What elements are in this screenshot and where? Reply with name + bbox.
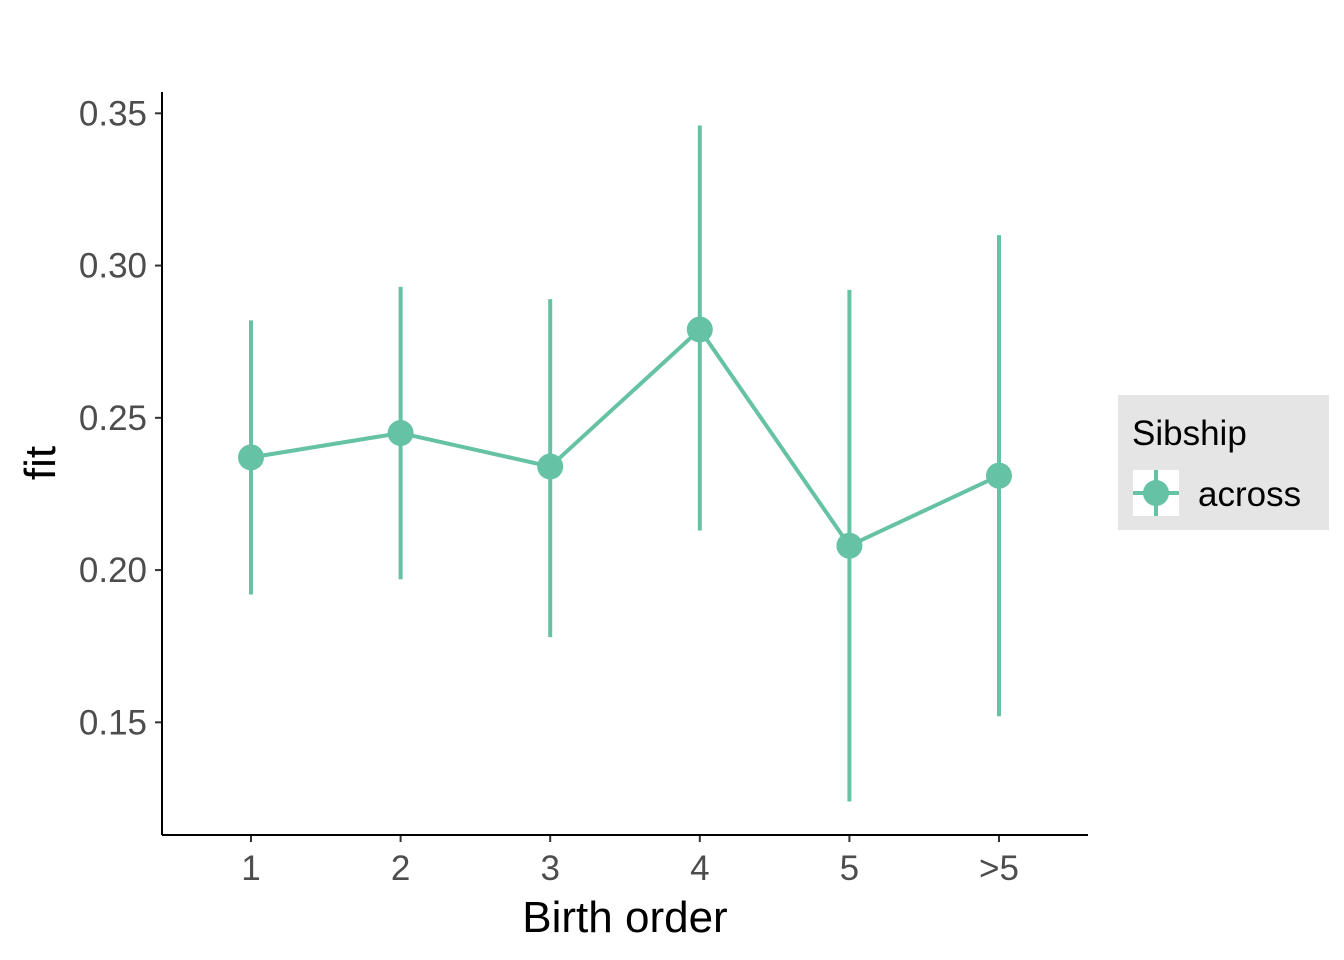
- x-tick-label: 3: [540, 849, 559, 888]
- data-point: [238, 444, 264, 471]
- y-axis-title: fit: [16, 446, 65, 480]
- y-tick-label: 0.35: [79, 94, 147, 133]
- y-axis-ticks: 0.15 0.20 0.25 0.30 0.35: [79, 94, 162, 742]
- data-point: [686, 316, 713, 343]
- legend-key-point: [1143, 480, 1169, 506]
- series-layer: [238, 125, 1012, 802]
- legend-title: Sibship: [1132, 414, 1247, 453]
- data-point: [387, 420, 414, 447]
- y-tick-label: 0.15: [79, 703, 147, 742]
- legend-label-across: across: [1198, 475, 1301, 514]
- x-tick-label: 4: [690, 849, 709, 888]
- data-point: [836, 532, 863, 559]
- y-tick-label: 0.30: [79, 247, 147, 286]
- series-line: [250, 327, 1000, 548]
- x-tick-label: 1: [241, 849, 260, 888]
- data-point: [537, 453, 564, 480]
- legend: Sibship across: [1118, 395, 1329, 530]
- x-axis-ticks: 1 2 3 4 5 >5: [241, 835, 1019, 888]
- x-axis-title: Birth order: [522, 893, 727, 942]
- x-tick-label: 2: [391, 849, 410, 888]
- x-tick-label: >5: [979, 849, 1019, 888]
- x-tick-label: 5: [840, 849, 859, 888]
- y-tick-label: 0.20: [79, 551, 147, 590]
- data-point: [986, 462, 1012, 489]
- y-tick-label: 0.25: [79, 399, 147, 438]
